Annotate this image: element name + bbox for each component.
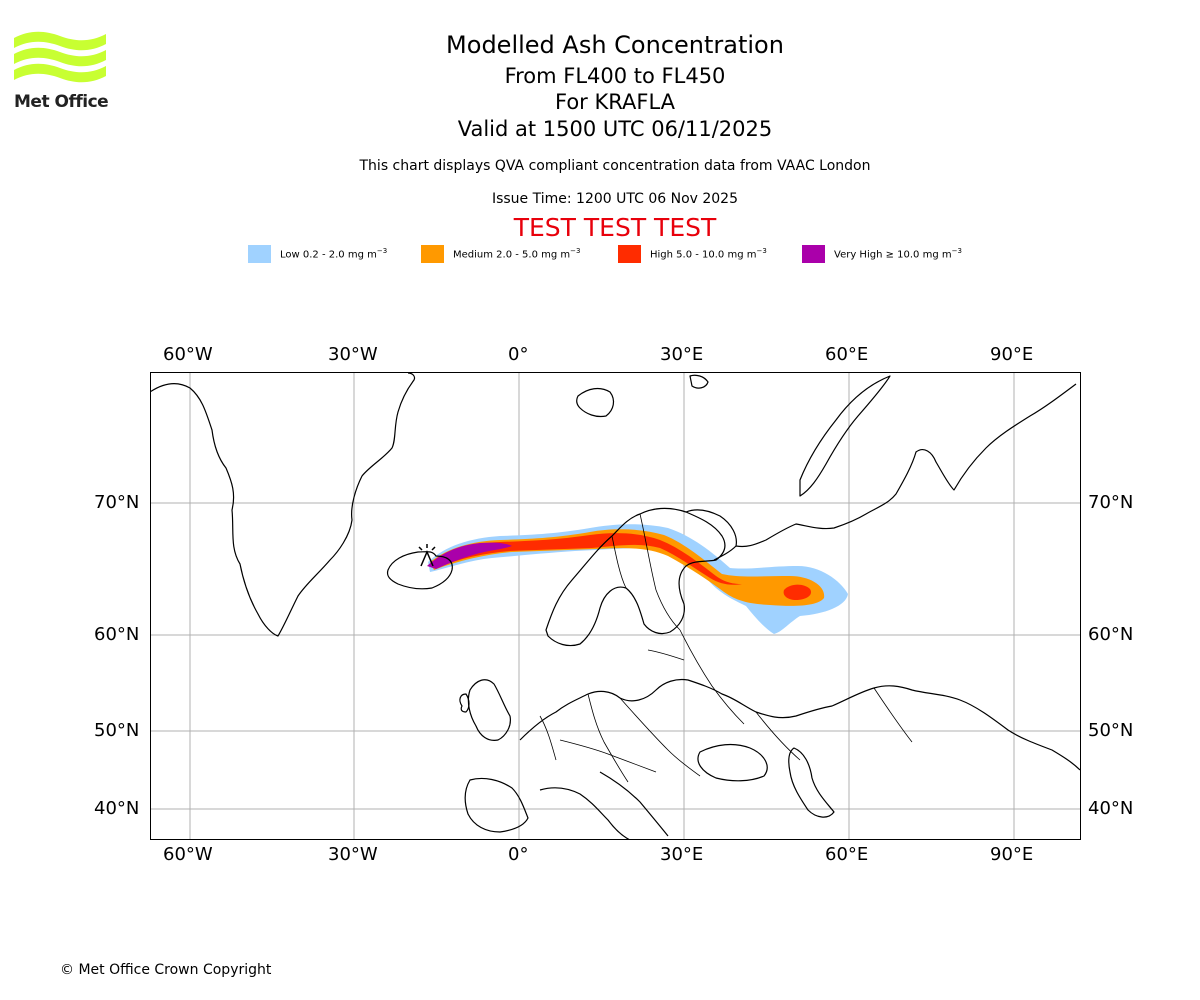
lon-label-top: 0° [508, 344, 529, 365]
legend-item-medium: Medium 2.0 - 5.0 mg m−3 [421, 244, 580, 264]
ash-map [150, 372, 1081, 840]
lat-label-right: 70°N [1088, 492, 1134, 513]
lat-label-left: 70°N [94, 492, 140, 513]
lon-label-top: 90°E [990, 344, 1034, 365]
legend-swatch-medium [421, 245, 444, 263]
legend-item-very-high: Very High ≥ 10.0 mg m−3 [802, 244, 962, 264]
flight-level-range: From FL400 to FL450 [504, 64, 726, 88]
lat-label-right: 50°N [1088, 720, 1134, 741]
lat-label-right: 40°N [1088, 798, 1134, 819]
chart-title: Modelled Ash Concentration [446, 31, 784, 59]
issue-time: Issue Time: 1200 UTC 06 Nov 2025 [491, 191, 739, 207]
ash-high-patch [783, 584, 812, 600]
lon-label-bottom: 60°W [163, 844, 213, 865]
lat-label-right: 60°N [1088, 624, 1134, 645]
coastlines [151, 373, 1080, 839]
lon-label-top: 60°W [163, 344, 213, 365]
legend-label-low: Low 0.2 - 2.0 mg m−3 [280, 247, 388, 261]
gridlines [151, 373, 1080, 839]
volcano-marker-icon [418, 544, 436, 567]
ash-very-high [427, 542, 512, 569]
legend-item-low: Low 0.2 - 2.0 mg m−3 [248, 244, 387, 264]
lon-label-bottom: 60°E [825, 844, 869, 865]
lon-label-top: 30°W [328, 344, 378, 365]
legend-label-medium: Medium 2.0 - 5.0 mg m−3 [453, 247, 581, 261]
lon-label-bottom: 30°W [328, 844, 378, 865]
lon-label-bottom: 90°E [990, 844, 1034, 865]
lon-label-top: 60°E [825, 344, 869, 365]
test-banner: TEST TEST TEST [513, 213, 717, 242]
map-frame [150, 372, 1081, 840]
lon-label-bottom: 0° [508, 844, 529, 865]
chart-description: This chart displays QVA compliant concen… [359, 158, 871, 174]
legend-label-very-high: Very High ≥ 10.0 mg m−3 [834, 247, 962, 261]
lat-label-left: 40°N [94, 798, 140, 819]
met-office-logo-icon [14, 31, 106, 83]
logo-text: Met Office [14, 92, 109, 112]
lat-label-left: 60°N [94, 624, 140, 645]
legend-swatch-high [618, 245, 641, 263]
volcano-name: For KRAFLA [555, 90, 675, 114]
legend-swatch-very-high [802, 245, 825, 263]
legend-swatch-low [248, 245, 271, 263]
legend-label-high: High 5.0 - 10.0 mg m−3 [650, 247, 767, 261]
legend-item-high: High 5.0 - 10.0 mg m−3 [618, 244, 767, 264]
lat-label-left: 50°N [94, 720, 140, 741]
lon-label-top: 30°E [660, 344, 704, 365]
copyright-notice: © Met Office Crown Copyright [60, 962, 272, 978]
valid-time: Valid at 1500 UTC 06/11/2025 [457, 117, 773, 141]
lon-label-bottom: 30°E [660, 844, 704, 865]
country-borders [539, 513, 913, 783]
ash-low [428, 524, 848, 634]
